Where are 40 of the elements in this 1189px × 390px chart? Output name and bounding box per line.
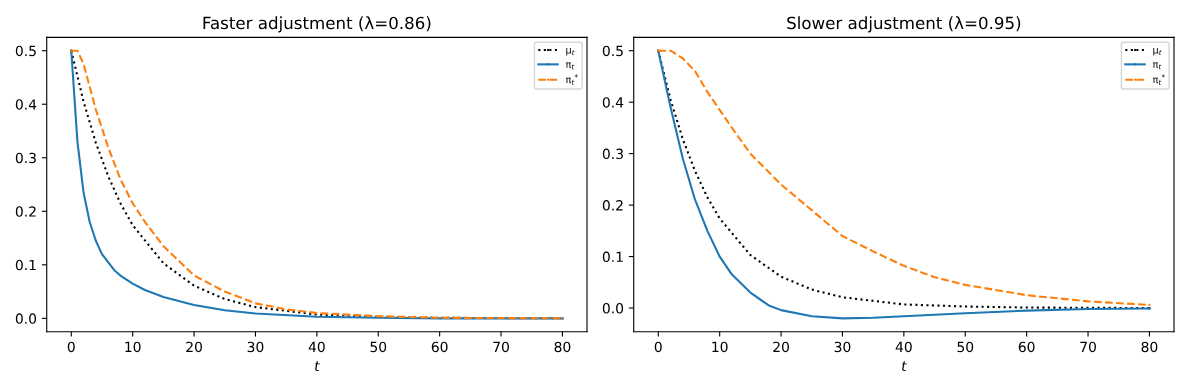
- x-tick-label: 0: [654, 341, 662, 353]
- y-tick-label: 0.1: [602, 251, 623, 263]
- legend-label: μ$_{t}$: [1153, 48, 1162, 56]
- y-tick-label: 0.4: [602, 97, 624, 108]
- x-tick-label: 60: [431, 341, 448, 353]
- x-tick-label: 30: [247, 341, 264, 353]
- y-tick-label: 0.0: [602, 303, 624, 314]
- y-tick-label: 0.3: [15, 152, 36, 164]
- x-tick-label: 0: [67, 341, 75, 353]
- y-tick-label: 0.5: [602, 45, 623, 57]
- x-tick-label: 40: [308, 341, 325, 353]
- y-tick-label: 0.2: [602, 200, 623, 211]
- y-tick-label: 0.1: [15, 259, 36, 271]
- x-tick-label: 40: [895, 341, 912, 353]
- x-tick-label: 10: [712, 341, 728, 353]
- x-tick-label: 60: [1018, 341, 1035, 353]
- y-tick-label: 0.4: [15, 99, 37, 110]
- y-tick-label: 0.3: [602, 148, 623, 160]
- y-tick-label: 0.0: [15, 313, 37, 324]
- chart-title: Faster adjustment (λ=0.86): [203, 16, 431, 33]
- y-tick-label: 0.2: [15, 206, 36, 217]
- chart-title: Slower adjustment (λ=0.95): [787, 16, 1021, 33]
- x-tick-label: 50: [370, 341, 387, 353]
- x-tick-label: 20: [186, 341, 202, 353]
- y-tick-label: 0.5: [15, 45, 36, 57]
- legend-label: π$_{t}$: [1152, 62, 1162, 70]
- x-tick-label: 80: [1141, 341, 1158, 353]
- x-tick-label: 30: [834, 341, 851, 353]
- legend-label: μ$_{t}$: [566, 48, 575, 56]
- x-tick-label: 70: [1080, 341, 1096, 353]
- legend-label: π$_{t}$$^{*}$: [1152, 74, 1165, 85]
- x-tick-label: 70: [493, 341, 509, 353]
- x-tick-label: 20: [773, 341, 789, 353]
- x-axis-title: t: [902, 361, 908, 371]
- x-axis-title: t: [315, 361, 321, 371]
- x-tick-label: 50: [957, 341, 974, 353]
- legend-label: π$_{t}$$^{*}$: [565, 74, 578, 85]
- x-tick-label: 10: [125, 341, 141, 353]
- legend-label: π$_{t}$: [565, 62, 575, 70]
- x-tick-label: 80: [554, 341, 571, 353]
